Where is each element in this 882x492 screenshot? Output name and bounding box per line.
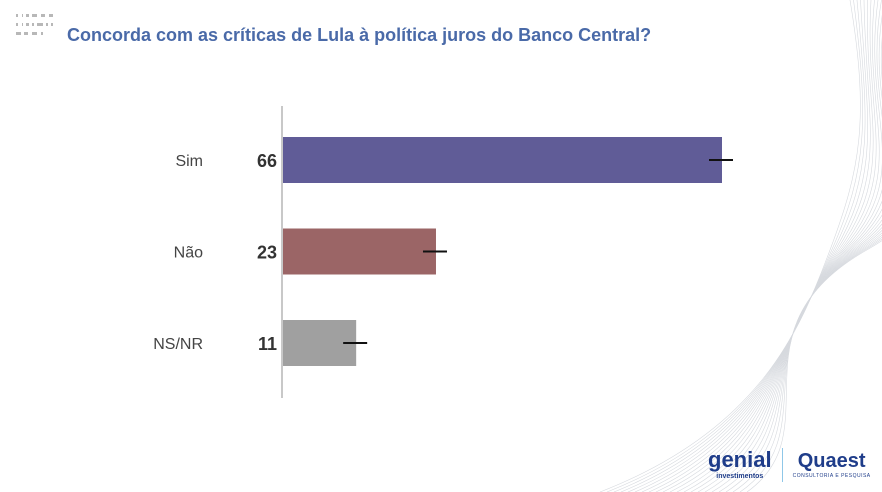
wave-line (676, 35, 882, 492)
wave-line (641, 0, 877, 492)
category-label: NS/NR (153, 336, 203, 353)
genial-logo-subtitle: investimentos (716, 473, 764, 480)
wave-line (711, 229, 882, 492)
wave-line (732, 236, 882, 492)
quaest-logo-text: Quaest (797, 450, 866, 472)
quaest-logo-subtitle: CONSULTORIA E PESQUISA (792, 473, 871, 479)
genial-logo: genial investimentos (708, 448, 772, 482)
dots-decoration-icon (16, 14, 53, 35)
wave-line (683, 214, 882, 492)
wave-line (725, 234, 882, 492)
category-label: Sim (175, 153, 203, 170)
wave-line (599, 0, 861, 492)
wave-line (634, 0, 874, 492)
chart-title: Concorda com as críticas de Lula à polít… (67, 25, 652, 45)
logos: genial investimentos Quaest CONSULTORIA E … (708, 448, 871, 482)
wave-line (746, 240, 882, 492)
value-label: 66 (257, 151, 277, 171)
wave-line (620, 0, 868, 492)
wave-line (739, 238, 882, 492)
wave-line (697, 223, 882, 492)
logo-divider (781, 448, 783, 482)
wave-line (627, 0, 871, 492)
category-label: Não (174, 245, 203, 262)
wave-line (690, 219, 882, 492)
bar-no (283, 228, 436, 275)
wave-line (662, 0, 882, 492)
value-label: 23 (257, 243, 277, 263)
wave-line (606, 0, 863, 492)
wave-line (718, 232, 882, 492)
wave-line (648, 0, 880, 492)
bar-sim (283, 137, 722, 183)
value-label: 11 (258, 334, 277, 354)
wave-line (613, 0, 866, 492)
wave-line (655, 0, 882, 492)
quaest-logo: Quaest CONSULTORIA E PESQUISA (793, 450, 871, 480)
genial-logo-text: genial (708, 447, 772, 472)
wave-line (704, 227, 882, 492)
